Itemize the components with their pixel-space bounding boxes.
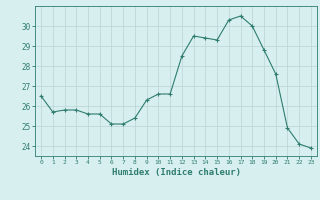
X-axis label: Humidex (Indice chaleur): Humidex (Indice chaleur) xyxy=(111,168,241,177)
